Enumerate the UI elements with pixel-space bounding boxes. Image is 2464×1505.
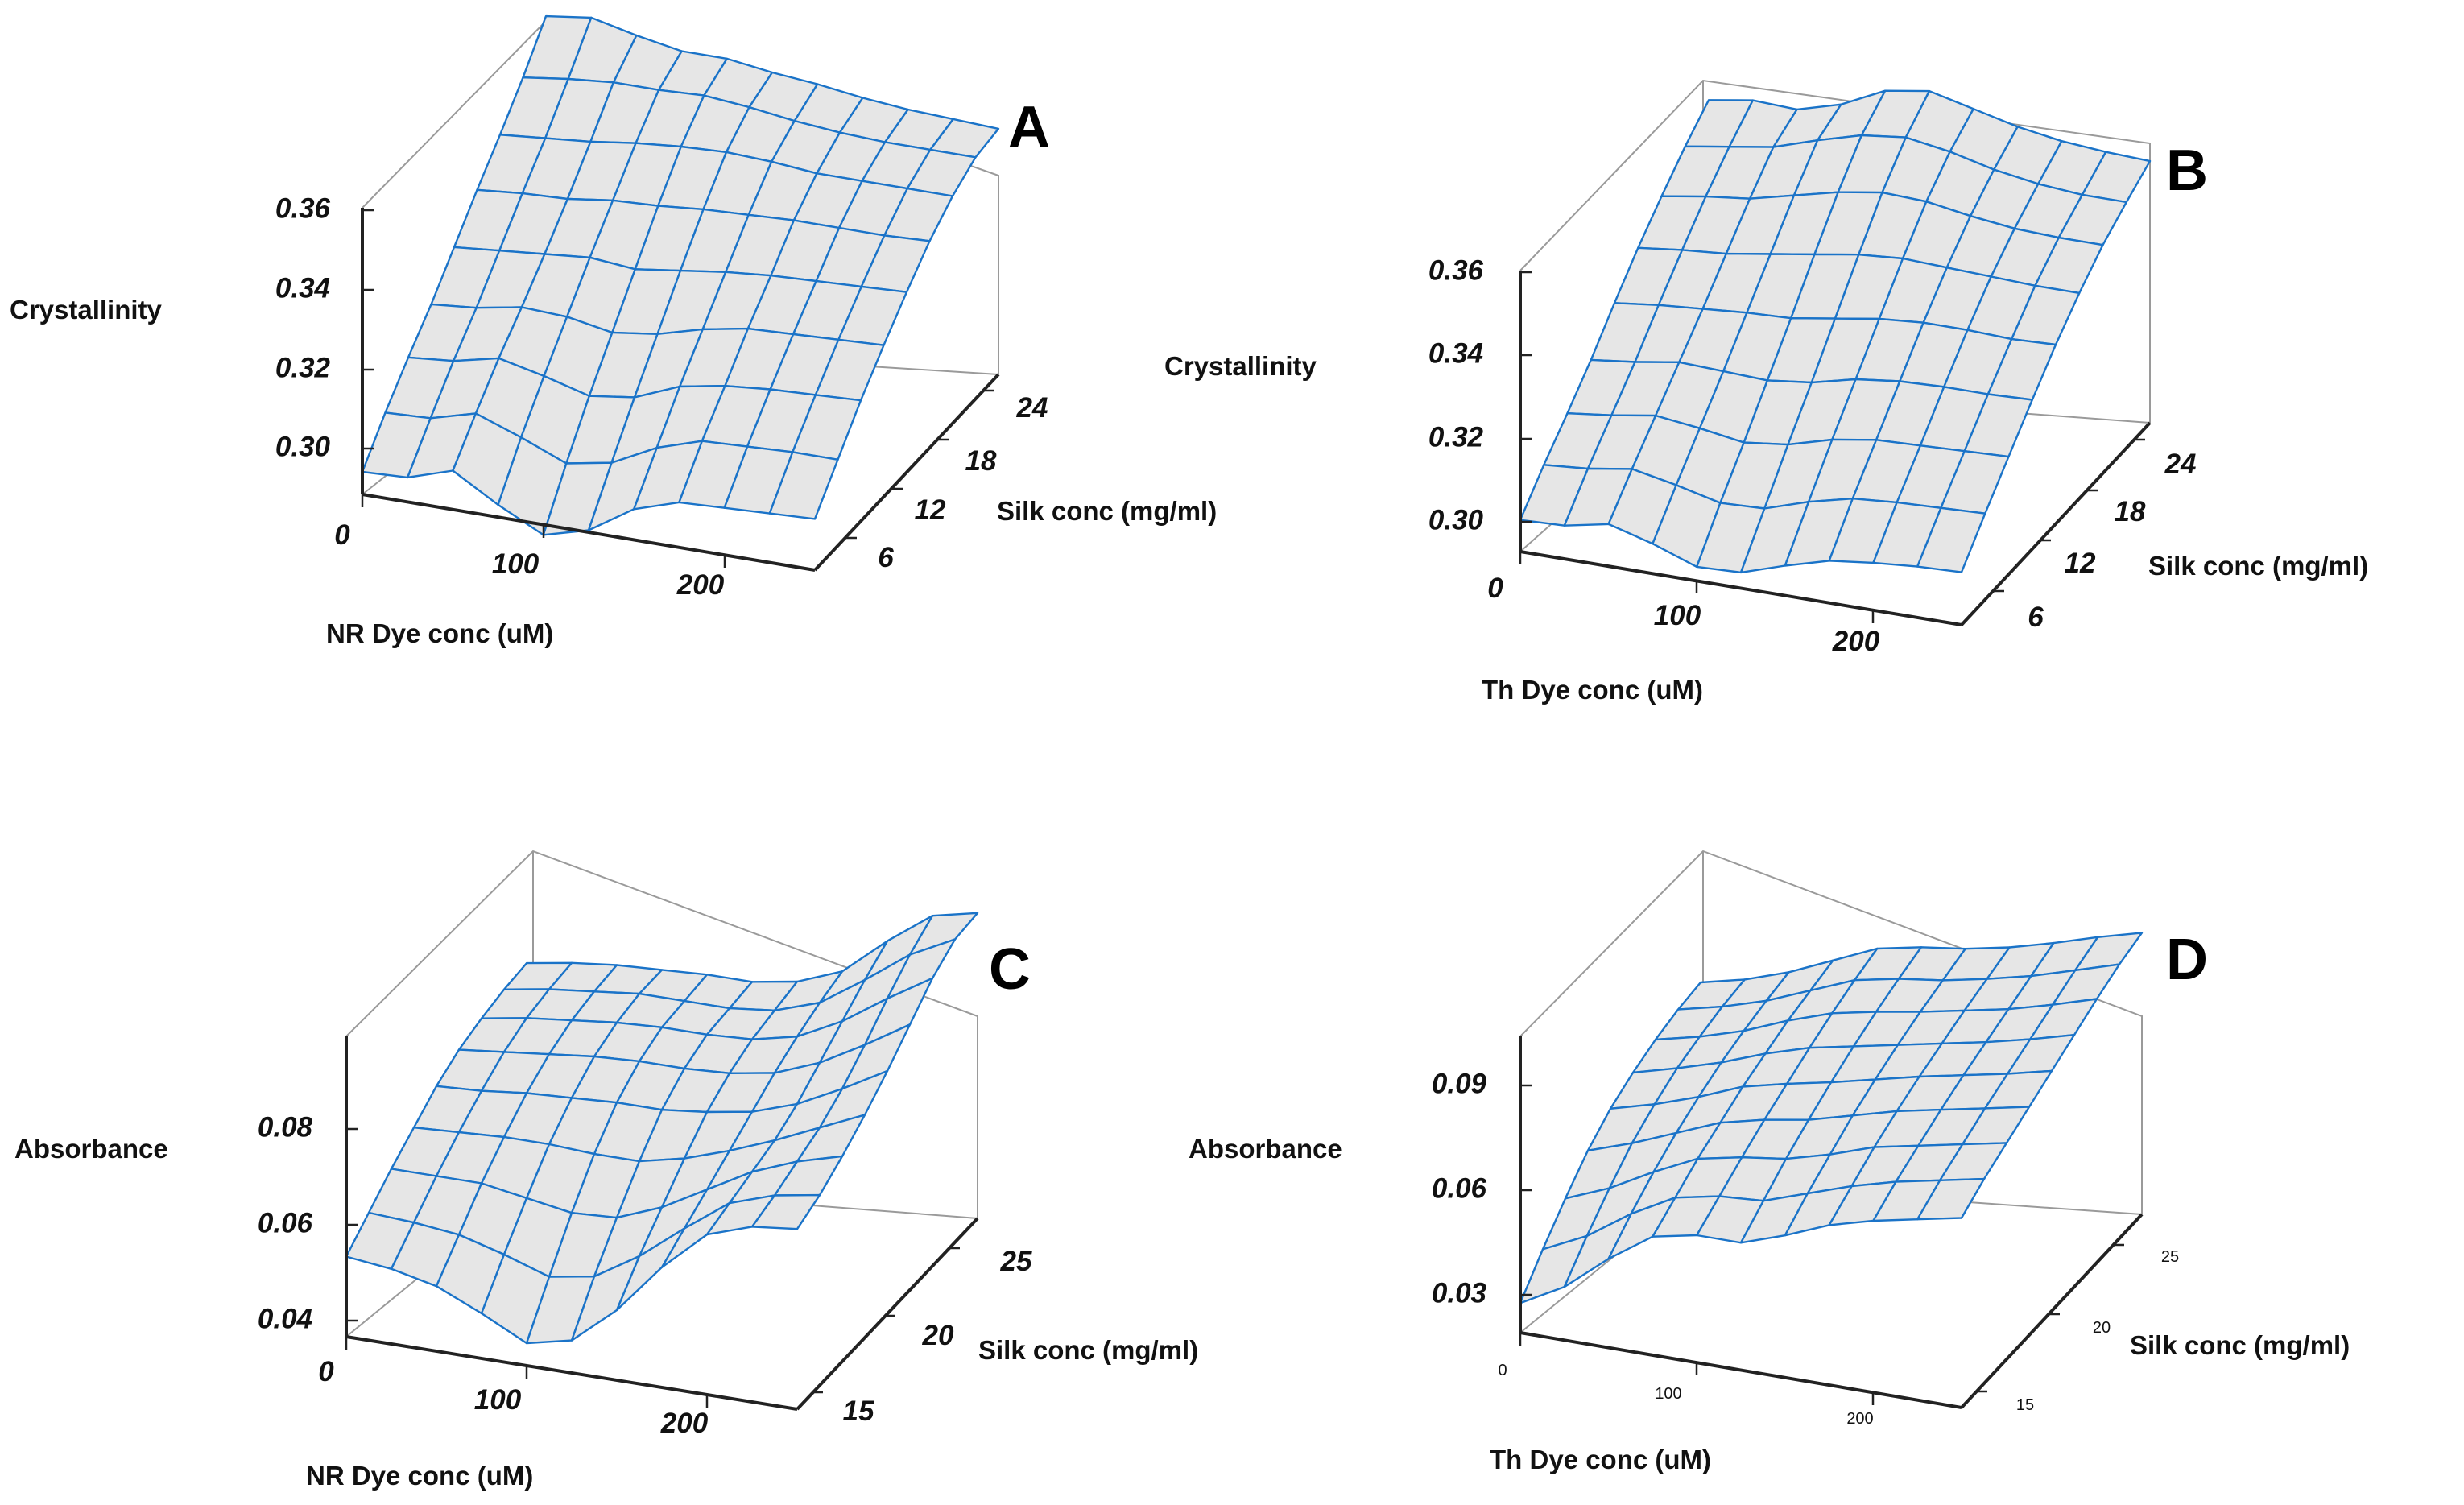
x-axis-title: Th Dye conc (uM) bbox=[1490, 1445, 1711, 1474]
surface bbox=[1519, 89, 2152, 574]
x-tick-label: 0 bbox=[1487, 573, 1503, 604]
x-tick-label: 200 bbox=[1846, 1410, 1873, 1428]
x-tick-label: 100 bbox=[492, 548, 540, 580]
z-axis-title: Absorbance bbox=[14, 1134, 168, 1164]
panel-a: 0.36 0.34 0.32 0.30 0 100 200 6 12 18 24… bbox=[10, 14, 1217, 648]
panel-b: 0.36 0.34 0.32 0.30 0 100 200 6 12 18 24… bbox=[1164, 79, 2368, 705]
z-tick-label: 0.04 bbox=[258, 1303, 312, 1334]
y-tick-label: 15 bbox=[843, 1395, 874, 1427]
x-tick-label: 200 bbox=[660, 1408, 709, 1439]
y-axis-title: Silk conc (mg/ml) bbox=[2148, 551, 2368, 581]
y-tick-label: 15 bbox=[2016, 1396, 2034, 1414]
y-axis bbox=[796, 1217, 979, 1411]
x-axis bbox=[1519, 1331, 1962, 1409]
z-tick-label: 0.03 bbox=[1432, 1277, 1487, 1309]
panel-label: C bbox=[989, 937, 1031, 1002]
z-tick-label: 0.34 bbox=[1428, 337, 1483, 369]
surface bbox=[361, 14, 1000, 536]
y-tick-label: 6 bbox=[878, 542, 894, 573]
x-tick-label: 0 bbox=[318, 1356, 334, 1387]
panel-label: D bbox=[2166, 928, 2208, 992]
y-axis-title: Silk conc (mg/ml) bbox=[978, 1335, 1198, 1365]
y-tick-label: 20 bbox=[922, 1320, 954, 1351]
x-axis-title: NR Dye conc (uM) bbox=[326, 618, 553, 648]
x-axis-title: Th Dye conc (uM) bbox=[1482, 675, 1703, 705]
y-tick-label: 24 bbox=[1016, 392, 1048, 424]
z-axis-title: Crystallinity bbox=[10, 295, 163, 325]
y-tick-label: 24 bbox=[2164, 449, 2197, 480]
y-tick-label: 12 bbox=[2065, 548, 2096, 579]
y-axis bbox=[1960, 1213, 2144, 1409]
x-axis bbox=[1519, 550, 1962, 626]
panel-c: 0.08 0.06 0.04 0 100 200 15 20 25 Absorb… bbox=[14, 850, 1198, 1491]
z-tick-label: 0.32 bbox=[275, 352, 331, 383]
panel-label: B bbox=[2166, 139, 2208, 203]
x-axis-title: NR Dye conc (uM) bbox=[306, 1461, 533, 1491]
surface bbox=[1519, 932, 2144, 1304]
surface bbox=[345, 912, 979, 1345]
x-tick-label: 0 bbox=[334, 519, 350, 551]
y-tick-label: 20 bbox=[2093, 1319, 2111, 1337]
x-tick-label: 100 bbox=[474, 1384, 522, 1416]
x-axis bbox=[345, 1335, 798, 1411]
z-tick-label: 0.30 bbox=[275, 431, 331, 462]
panel-label: A bbox=[1008, 95, 1050, 159]
z-tick-label: 0.08 bbox=[258, 1111, 313, 1143]
x-tick-label: 100 bbox=[1654, 600, 1701, 631]
z-axis-title: Absorbance bbox=[1189, 1134, 1342, 1164]
y-axis-title: Silk conc (mg/ml) bbox=[997, 496, 1217, 526]
panel-d: 0.09 0.06 0.03 0 100 200 15 20 25 Absorb… bbox=[1189, 850, 2350, 1474]
z-tick-label: 0.09 bbox=[1432, 1068, 1487, 1099]
x-tick-label: 100 bbox=[1655, 1385, 1681, 1403]
surface-cell bbox=[750, 1193, 821, 1230]
x-tick-label: 0 bbox=[1498, 1362, 1507, 1379]
y-axis-title: Silk conc (mg/ml) bbox=[2130, 1330, 2350, 1360]
y-tick-label: 12 bbox=[915, 494, 946, 526]
z-tick-label: 0.36 bbox=[1428, 254, 1484, 286]
y-tick-label: 25 bbox=[1000, 1246, 1032, 1277]
y-tick-label: 25 bbox=[2161, 1248, 2179, 1266]
surface-cell bbox=[1916, 1177, 1986, 1221]
y-tick-label: 18 bbox=[965, 445, 997, 477]
x-tick-label: 200 bbox=[1832, 626, 1880, 657]
z-tick-label: 0.30 bbox=[1428, 504, 1484, 535]
z-tick-label: 0.32 bbox=[1428, 421, 1484, 453]
z-axis-title: Crystallinity bbox=[1164, 351, 1317, 381]
z-tick-label: 0.06 bbox=[1432, 1172, 1487, 1204]
z-tick-label: 0.34 bbox=[275, 272, 330, 304]
x-tick-label: 200 bbox=[676, 569, 725, 601]
z-tick-label: 0.06 bbox=[258, 1207, 313, 1238]
x-axis bbox=[362, 493, 816, 572]
surface-cell bbox=[1916, 506, 1986, 573]
y-tick-label: 18 bbox=[2115, 496, 2146, 527]
z-tick-label: 0.36 bbox=[275, 192, 331, 224]
y-tick-label: 6 bbox=[2028, 602, 2044, 633]
surface-cell bbox=[768, 451, 839, 520]
